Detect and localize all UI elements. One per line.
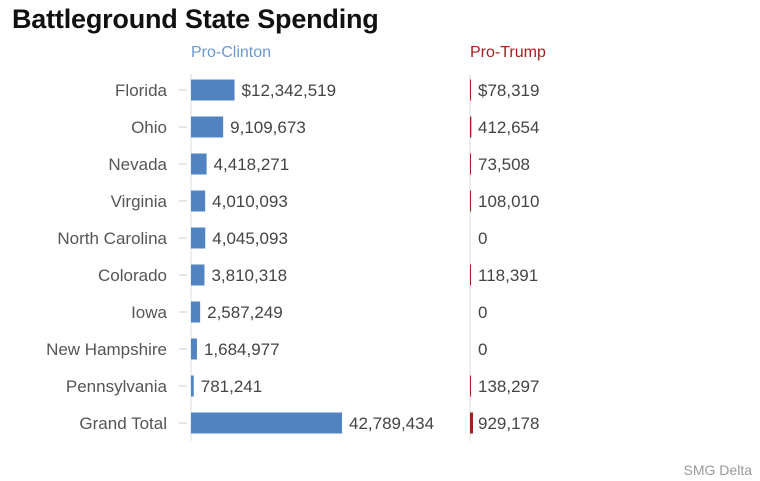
pro-clinton-value-north-carolina: 4,045,093: [212, 229, 288, 248]
category-label-florida: Florida: [115, 81, 168, 100]
pro-trump-bar-grand-total: [470, 412, 473, 434]
category-label-north-carolina: North Carolina: [57, 229, 167, 248]
pro-trump-value-virginia: 108,010: [478, 192, 539, 211]
category-label-nevada: Nevada: [108, 155, 167, 174]
pro-trump-value-colorado: 118,391: [478, 266, 538, 285]
chart-title: Battleground State Spending: [12, 4, 379, 34]
pro-trump-bar-ohio: [470, 116, 472, 138]
category-label-new-hampshire: New Hampshire: [46, 340, 167, 359]
source-credit: SMG Delta: [683, 462, 752, 478]
pro-clinton-value-ohio: 9,109,673: [230, 118, 306, 137]
category-label-iowa: Iowa: [131, 303, 167, 322]
pro-trump-bar-colorado: [470, 264, 471, 286]
pro-trump-value-grand-total: 929,178: [478, 414, 539, 433]
pro-trump-value-florida: $78,319: [478, 81, 539, 100]
pro-clinton-bar-grand-total: [191, 412, 342, 434]
category-label-colorado: Colorado: [98, 266, 167, 285]
pro-clinton-bar-new-hampshire: [191, 338, 197, 360]
category-label-pennsylvania: Pennsylvania: [66, 377, 168, 396]
pro-clinton-value-pennsylvania: 781,241: [201, 377, 262, 396]
pro-clinton-value-iowa: 2,587,249: [207, 303, 283, 322]
pro-trump-value-iowa: 0: [478, 303, 487, 322]
pro-clinton-value-colorado: 3,810,318: [211, 266, 287, 285]
pro-trump-bar-virginia: [470, 190, 471, 212]
pro-clinton-value-virginia: 4,010,093: [212, 192, 288, 211]
series-header-pro-clinton: Pro-Clinton: [191, 44, 272, 61]
pro-trump-bar-florida: [470, 79, 471, 101]
pro-clinton-value-nevada: 4,418,271: [214, 155, 290, 174]
pro-clinton-bar-virginia: [191, 190, 206, 212]
pro-clinton-value-new-hampshire: 1,684,977: [204, 340, 280, 359]
category-label-ohio: Ohio: [131, 118, 167, 137]
pro-trump-value-new-hampshire: 0: [478, 340, 487, 359]
pro-trump-value-pennsylvania: 138,297: [478, 377, 539, 396]
series-header-pro-trump: Pro-Trump: [470, 44, 546, 61]
pro-clinton-bar-florida: [191, 79, 235, 101]
pro-clinton-value-florida: $12,342,519: [242, 81, 337, 100]
pro-trump-bar-pennsylvania: [470, 375, 471, 397]
category-label-virginia: Virginia: [111, 192, 168, 211]
pro-clinton-bar-iowa: [191, 301, 201, 323]
pro-clinton-bar-ohio: [191, 116, 224, 138]
pro-clinton-bar-north-carolina: [191, 227, 206, 249]
pro-clinton-bar-nevada: [191, 153, 207, 175]
pro-trump-value-ohio: 412,654: [478, 118, 539, 137]
category-label-grand-total: Grand Total: [79, 414, 167, 433]
pro-trump-value-nevada: 73,508: [478, 155, 530, 174]
pro-trump-bar-nevada: [470, 153, 471, 175]
pro-clinton-bar-colorado: [191, 264, 205, 286]
pro-clinton-value-grand-total: 42,789,434: [349, 414, 434, 433]
pro-trump-value-north-carolina: 0: [478, 229, 487, 248]
pro-clinton-bar-pennsylvania: [191, 375, 194, 397]
